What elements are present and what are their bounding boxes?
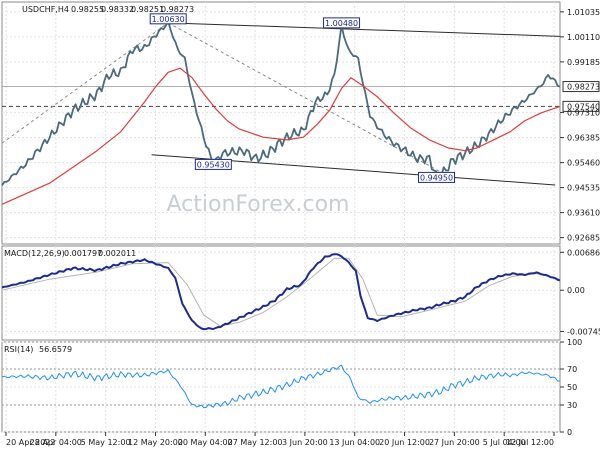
price-badge-1: 0.97540 (562, 100, 600, 112)
swing-label-text: 0.94950 (420, 173, 453, 182)
panel-frame-0 (1, 1, 561, 245)
rsi-y-tick-label: 30 (567, 401, 577, 410)
x-tick-label: 12 May 20:00 (128, 438, 183, 447)
price-panel-value-2: 0.98332 (101, 5, 134, 14)
rsi-y-tick-label: 0 (567, 428, 572, 437)
price-y-tick-label: 0.97310 (567, 109, 600, 118)
macd-y-tick-label: -0.007454 (567, 327, 600, 336)
price-y-tick-label: 0.96385 (567, 134, 600, 143)
x-tick-label: 20 Jun 12:00 (379, 438, 430, 447)
x-tick-label: 20 Apr 2022 (6, 438, 55, 447)
text-layer: ActionForex.com USDCHF,H4 0.98255 0.9833… (4, 5, 349, 354)
annotation-layer-front: 1.00630 1.00480 0.95430 0.94950 0.98273 0.975… (149, 13, 600, 183)
macd-panel-value-1: 0.001797 (64, 249, 102, 258)
x-tick-label: 27 Jun 20:00 (429, 438, 480, 447)
price-panel-symbol: USDCHF,H4 (22, 5, 69, 14)
x-tick-label: 20 May 04:00 (178, 438, 233, 447)
price-y-tick-label: 0.92685 (567, 234, 600, 243)
price-badge-0: 0.98273 (562, 81, 600, 93)
macd-panel-value-2: 0.002011 (98, 249, 136, 258)
price-y-tick-label: 0.95460 (567, 159, 600, 168)
x-tick-label: 5 Jul 04:00 (483, 438, 526, 447)
rsi-y-tick-label: 50 (567, 383, 577, 392)
price-y-tick-label: 0.94535 (567, 184, 600, 193)
x-tick-label: 28 Apr 04:00 (30, 438, 82, 447)
swing-label-2: 0.95430 (194, 158, 232, 170)
panel-frame-1 (1, 245, 561, 341)
macd-signal-line (1, 257, 561, 327)
price-series-line (1, 20, 561, 186)
price-y-tick-label: 0.99185 (567, 58, 600, 67)
rsi-panel-label: RSI(14) (4, 345, 33, 354)
series-layer (1, 20, 561, 409)
price-panel-value-3: 0.98251 (131, 5, 164, 14)
swing-label-box (418, 171, 456, 183)
swing-label-text: 0.95430 (197, 160, 230, 169)
price-badge-text: 0.98273 (567, 83, 600, 92)
swing-label-0: 1.00630 (149, 13, 187, 25)
trendline-0 (168, 22, 561, 37)
price-badge-text: 0.97540 (567, 102, 600, 111)
x-tick-label: 5 May 12:00 (81, 438, 131, 447)
annotation-layer-back (1, 22, 561, 186)
rsi-panel-value: 56.6579 (39, 345, 72, 354)
price-y-tick-label: 0.93610 (567, 209, 600, 218)
x-tick-label: 13 Jun 04:00 (329, 438, 380, 447)
swing-label-text: 1.00480 (325, 19, 358, 28)
swing-label-3: 0.94950 (418, 171, 456, 183)
trendline-2 (1, 22, 169, 144)
price-badge-box (562, 81, 600, 93)
macd-panel-label: MACD(12,26,9) (4, 249, 65, 258)
price-panel-value-4: 0.98273 (161, 5, 194, 14)
x-tick-label: 27 May 12:00 (228, 438, 283, 447)
swing-label-box (149, 13, 187, 25)
x-tick-label: 12 Jul 12:00 (506, 438, 554, 447)
x-tick-label: 3 Jun 20:00 (282, 438, 328, 447)
price-badge-box (562, 100, 600, 112)
moving-average-line (1, 67, 561, 205)
price-y-tick-label: 1.00110 (567, 33, 600, 42)
rsi-y-tick-label: 70 (567, 365, 577, 374)
grid-layer (1, 1, 561, 433)
swing-label-text: 1.00630 (152, 15, 185, 24)
swing-label-box (323, 17, 361, 29)
swing-label-1: 1.00480 (323, 17, 361, 29)
macd-line (1, 253, 561, 331)
price-panel-value-1: 0.98255 (71, 5, 104, 14)
rsi-line (1, 364, 560, 409)
macd-y-tick-label: 0.006861 (567, 248, 600, 257)
swing-label-box (194, 158, 232, 170)
macd-y-tick-label: 0.00 (567, 286, 585, 295)
trendline-3 (167, 22, 454, 180)
rsi-y-tick-label: 100 (567, 338, 582, 347)
price-y-tick-label: 1.01035 (567, 8, 600, 17)
watermark: ActionForex.com (167, 192, 350, 217)
